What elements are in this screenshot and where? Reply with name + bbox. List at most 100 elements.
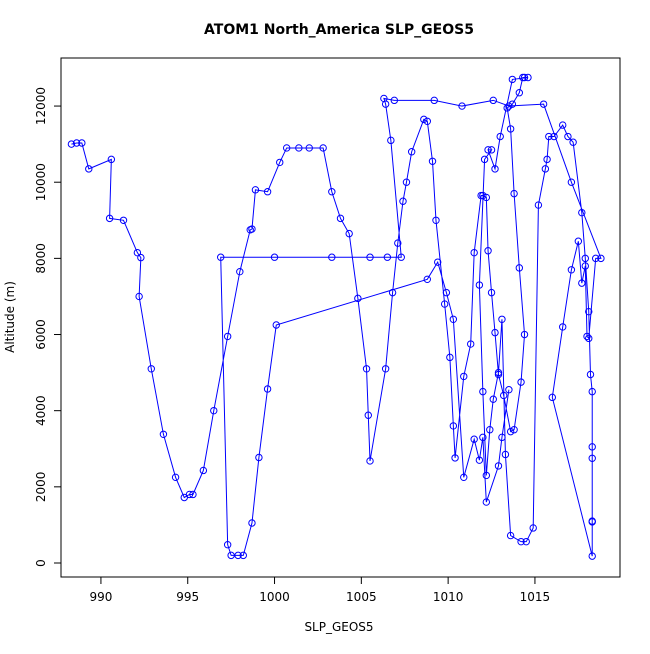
- y-tick-label: 6000: [34, 319, 48, 350]
- x-tick-label: 995: [176, 590, 199, 604]
- point: [559, 323, 567, 331]
- plot-frame: [60, 57, 621, 578]
- point: [581, 262, 589, 270]
- y-axis-label: Altitude (m): [3, 281, 17, 353]
- point: [505, 386, 513, 394]
- point: [234, 551, 242, 560]
- point: [328, 188, 336, 196]
- point: [484, 146, 492, 154]
- x-tick-label: 990: [89, 590, 112, 604]
- point: [586, 370, 595, 379]
- point: [491, 165, 499, 173]
- point: [423, 275, 432, 284]
- point: [383, 253, 392, 261]
- point: [539, 100, 548, 108]
- point: [276, 158, 284, 167]
- point: [72, 139, 81, 147]
- point: [588, 454, 596, 462]
- point: [574, 237, 583, 245]
- point: [578, 208, 586, 217]
- point: [494, 370, 503, 379]
- point: [107, 155, 116, 164]
- point: [399, 197, 407, 205]
- point: [498, 315, 506, 323]
- point: [569, 138, 577, 146]
- point: [524, 73, 532, 82]
- point: [588, 443, 596, 451]
- point: [345, 229, 353, 238]
- y-tick-label: 10000: [34, 163, 48, 201]
- point: [423, 117, 432, 125]
- point: [506, 125, 515, 133]
- x-tick-label: 1010: [433, 590, 464, 604]
- point: [458, 102, 466, 110]
- point: [78, 139, 86, 147]
- point: [479, 191, 487, 200]
- point: [588, 552, 596, 560]
- point: [248, 519, 256, 527]
- point: [364, 411, 372, 419]
- point: [517, 378, 525, 386]
- point: [147, 365, 155, 373]
- point: [578, 279, 586, 287]
- point: [295, 144, 303, 152]
- point: [159, 430, 168, 438]
- point: [470, 435, 478, 443]
- point: [567, 178, 576, 186]
- point: [388, 288, 397, 297]
- point: [529, 524, 537, 532]
- point: [270, 253, 279, 261]
- point: [354, 294, 362, 303]
- point: [85, 165, 93, 173]
- point: [467, 340, 475, 348]
- point: [486, 426, 494, 434]
- point: [189, 490, 197, 499]
- point: [548, 393, 556, 402]
- point: [119, 216, 128, 224]
- point: [336, 214, 345, 223]
- point: [227, 551, 235, 560]
- point: [199, 466, 208, 475]
- line: [71, 76, 602, 557]
- point: [585, 307, 593, 316]
- point: [387, 136, 395, 145]
- point: [550, 132, 558, 141]
- point: [397, 253, 405, 261]
- point: [328, 253, 336, 261]
- point: [543, 155, 551, 164]
- point: [499, 391, 508, 400]
- point: [135, 292, 143, 301]
- point: [491, 328, 499, 337]
- point: [263, 188, 272, 196]
- point: [255, 453, 263, 462]
- point: [442, 288, 451, 297]
- point: [420, 115, 428, 124]
- point: [390, 96, 399, 105]
- point: [251, 186, 260, 194]
- point: [597, 254, 605, 263]
- point: [475, 456, 484, 464]
- x-tick-label: 1005: [346, 590, 377, 604]
- point: [545, 132, 553, 141]
- point: [236, 267, 244, 276]
- point: [394, 239, 402, 247]
- point: [282, 144, 291, 152]
- point: [508, 100, 517, 108]
- point: [482, 193, 491, 202]
- x-tick-label: 1015: [520, 590, 551, 604]
- point: [449, 422, 458, 430]
- y-tick-label: 8000: [34, 243, 48, 274]
- point: [67, 140, 76, 148]
- point: [428, 157, 437, 165]
- point: [564, 132, 572, 141]
- point: [223, 541, 232, 549]
- point: [505, 102, 513, 110]
- point: [541, 165, 550, 173]
- point: [446, 353, 454, 362]
- point: [520, 73, 529, 82]
- point: [263, 385, 272, 393]
- point: [501, 450, 510, 459]
- point: [210, 406, 218, 415]
- point: [272, 321, 280, 329]
